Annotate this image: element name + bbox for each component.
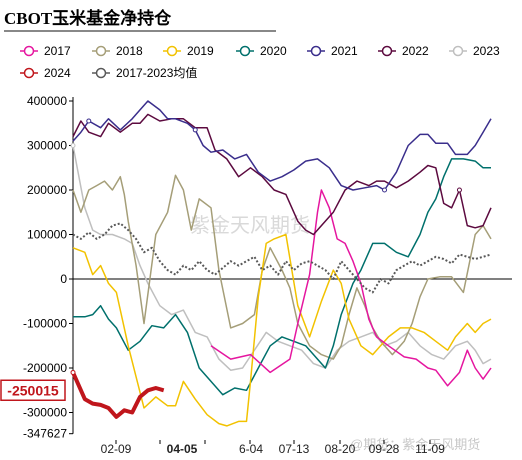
series-line-2022 [72,113,492,236]
series-line-2023 [72,145,492,371]
series-line-2020 [73,158,491,396]
legend-swatch-marker [452,45,464,57]
series-marker [192,127,198,133]
series-line-2018 [72,174,492,360]
series-line-2024 [71,371,165,419]
legend-label: 2022 [402,44,429,58]
x-tick-label: 08-20 [325,442,356,456]
highlight-value-box [0,379,66,402]
legend-label: 2017-2023均值 [116,65,197,80]
legend-label: 2017 [44,44,71,58]
highlight-value-label: -250015 [7,382,59,398]
y-tick-label: 200000 [27,183,67,197]
x-tick-label: 02-09 [101,442,132,456]
legend-swatch-marker [95,45,107,57]
y-tick-label: -200000 [23,361,67,375]
legend-label: 2023 [473,44,500,58]
series-line-avg [72,222,492,294]
x-tick-label: 04-05 [167,442,198,456]
series-marker [70,369,76,375]
y-tick-label: 400000 [27,94,67,108]
series-marker [456,187,462,193]
legend-swatch-marker [239,45,251,57]
series-marker [70,143,76,148]
x-tick-label: 11-09 [415,442,445,456]
title-underline [4,30,276,32]
y-tick-label: 0 [60,272,67,286]
series-line-2021 [72,100,492,191]
x-tick-label: 6-04 [239,442,263,456]
watermark-text-bottom: @期货：紫金天风期货 [350,437,480,452]
legend-label: 2024 [44,66,71,80]
x-tick-label: 07-13 [279,442,310,456]
legend-label: 2020 [260,44,287,58]
legend-swatch-marker [310,45,322,57]
series-marker [86,118,92,124]
y-tick-label: -347627 [23,427,67,441]
series-marker [382,187,388,193]
watermark-text: 紫金天风期货 [190,214,310,237]
y-tick-label: 300000 [27,139,67,153]
y-tick-label: -300000 [23,406,67,420]
x-tick-label: 09-28 [369,442,400,456]
legend-swatch-marker [23,67,35,79]
chart-title: CBOT玉米基金净持仓 [4,9,172,28]
legend-swatch-marker [95,67,107,79]
y-tick-label: -100000 [23,317,67,331]
legend-label: 2021 [331,44,358,58]
legend-swatch-marker [23,45,35,57]
legend-swatch-marker [381,45,393,57]
legend-label: 2018 [116,44,143,58]
legend-label: 2019 [187,44,214,58]
y-tick-label: 100000 [27,228,67,242]
legend-swatch-marker [166,45,178,57]
